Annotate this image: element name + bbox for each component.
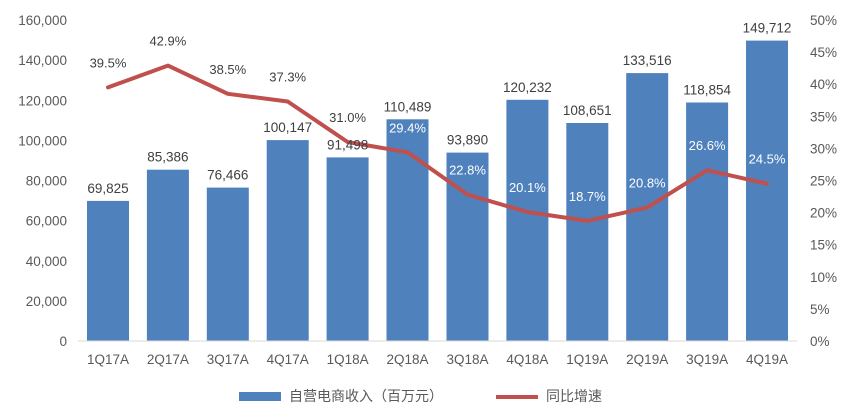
y-right-tick-label: 25% <box>810 174 837 189</box>
y-left-tick-label: 140,000 <box>18 53 67 68</box>
bar <box>446 152 489 341</box>
line-value-label: 37.3% <box>269 70 306 85</box>
line-value-label: 39.5% <box>90 55 127 70</box>
y-right-tick-label: 10% <box>810 270 837 285</box>
bar-value-label: 149,712 <box>743 21 792 36</box>
bar-value-label: 93,890 <box>447 133 488 148</box>
bar-value-label: 100,147 <box>263 120 312 135</box>
legend-label-bar: 自营电商收入（百万元） <box>289 388 443 404</box>
line-value-label: 20.8% <box>629 176 666 191</box>
bar-value-label: 69,825 <box>87 181 128 196</box>
y-left-tick-label: 40,000 <box>26 254 67 269</box>
growth-line <box>106 63 769 223</box>
data-labels: 69,825 85,386 76,466 100,147 91,498 110,489 93… <box>87 21 791 204</box>
line-value-label: 26.6% <box>689 138 726 153</box>
y-right-tick-label: 20% <box>810 206 837 221</box>
y-left-tick-label: 60,000 <box>26 214 67 229</box>
bar <box>146 169 189 341</box>
line-value-label: 22.8% <box>449 163 486 178</box>
legend: 自营电商收入（百万元） 同比增速 <box>239 388 602 404</box>
bar <box>506 99 549 341</box>
bar-value-label: 76,466 <box>207 168 248 183</box>
line-value-label: 38.5% <box>209 62 246 77</box>
bar <box>686 102 729 341</box>
bar-value-label: 110,489 <box>384 99 432 114</box>
line-value-label: 42.9% <box>149 34 186 49</box>
line-value-label: 31.0% <box>329 110 366 125</box>
bar <box>266 140 309 341</box>
bar-series <box>87 40 788 341</box>
line-value-label: 29.4% <box>389 120 426 135</box>
x-tick-label: 1Q17A <box>87 352 129 367</box>
bar <box>746 40 788 341</box>
y-right-tick-label: 35% <box>810 109 837 124</box>
y-right-tick-label: 15% <box>810 238 837 253</box>
legend-label-line: 同比增速 <box>546 388 602 404</box>
y-right-tick-label: 0% <box>810 334 830 349</box>
line-value-label: 24.5% <box>749 152 786 167</box>
bar-value-label: 118,854 <box>683 83 731 98</box>
x-tick-label: 2Q17A <box>147 352 189 367</box>
x-tick-label: 1Q19A <box>566 352 608 367</box>
x-tick-label: 3Q18A <box>446 352 488 367</box>
legend-swatch-bar <box>239 392 281 401</box>
x-tick-label: 4Q19A <box>746 352 788 367</box>
x-tick-label: 2Q18A <box>386 352 428 367</box>
x-tick-label: 4Q18A <box>506 352 548 367</box>
line-value-label: 20.1% <box>509 180 546 195</box>
y-right-tick-label: 45% <box>810 45 837 60</box>
y-right-tick-label: 50% <box>810 13 837 28</box>
y-left-tick-label: 80,000 <box>26 174 67 189</box>
line-series <box>106 63 769 223</box>
x-tick-label: 2Q19A <box>626 352 668 367</box>
bar-value-label: 133,516 <box>623 53 672 68</box>
bar <box>386 119 429 341</box>
bar <box>87 200 129 341</box>
bar <box>206 187 249 341</box>
x-tick-label: 3Q19A <box>686 352 728 367</box>
y-left-tick-label: 100,000 <box>18 133 67 148</box>
bar <box>326 157 369 341</box>
bar <box>566 123 609 341</box>
y-left-tick-label: 160,000 <box>18 13 67 28</box>
y-left-tick-label: 0 <box>59 334 67 349</box>
y-left-tick-label: 120,000 <box>18 93 67 108</box>
x-tick-label: 1Q18A <box>327 352 369 367</box>
y-right-tick-label: 5% <box>810 302 830 317</box>
axes: 0 20,000 40,000 60,000 80,000 100,000 120,000 1… <box>18 13 837 367</box>
line-value-label: 18.7% <box>569 189 606 204</box>
y-right-tick-label: 40% <box>810 77 837 92</box>
x-tick-label: 3Q17A <box>207 352 249 367</box>
bar-value-label: 85,386 <box>147 150 188 165</box>
y-right-tick-label: 30% <box>810 141 837 156</box>
bar-value-label: 91,498 <box>327 137 368 152</box>
y-left-tick-label: 20,000 <box>26 294 67 309</box>
bar-value-label: 108,651 <box>563 103 612 118</box>
x-tick-label: 4Q17A <box>267 352 309 367</box>
bar-value-label: 120,232 <box>503 80 552 95</box>
